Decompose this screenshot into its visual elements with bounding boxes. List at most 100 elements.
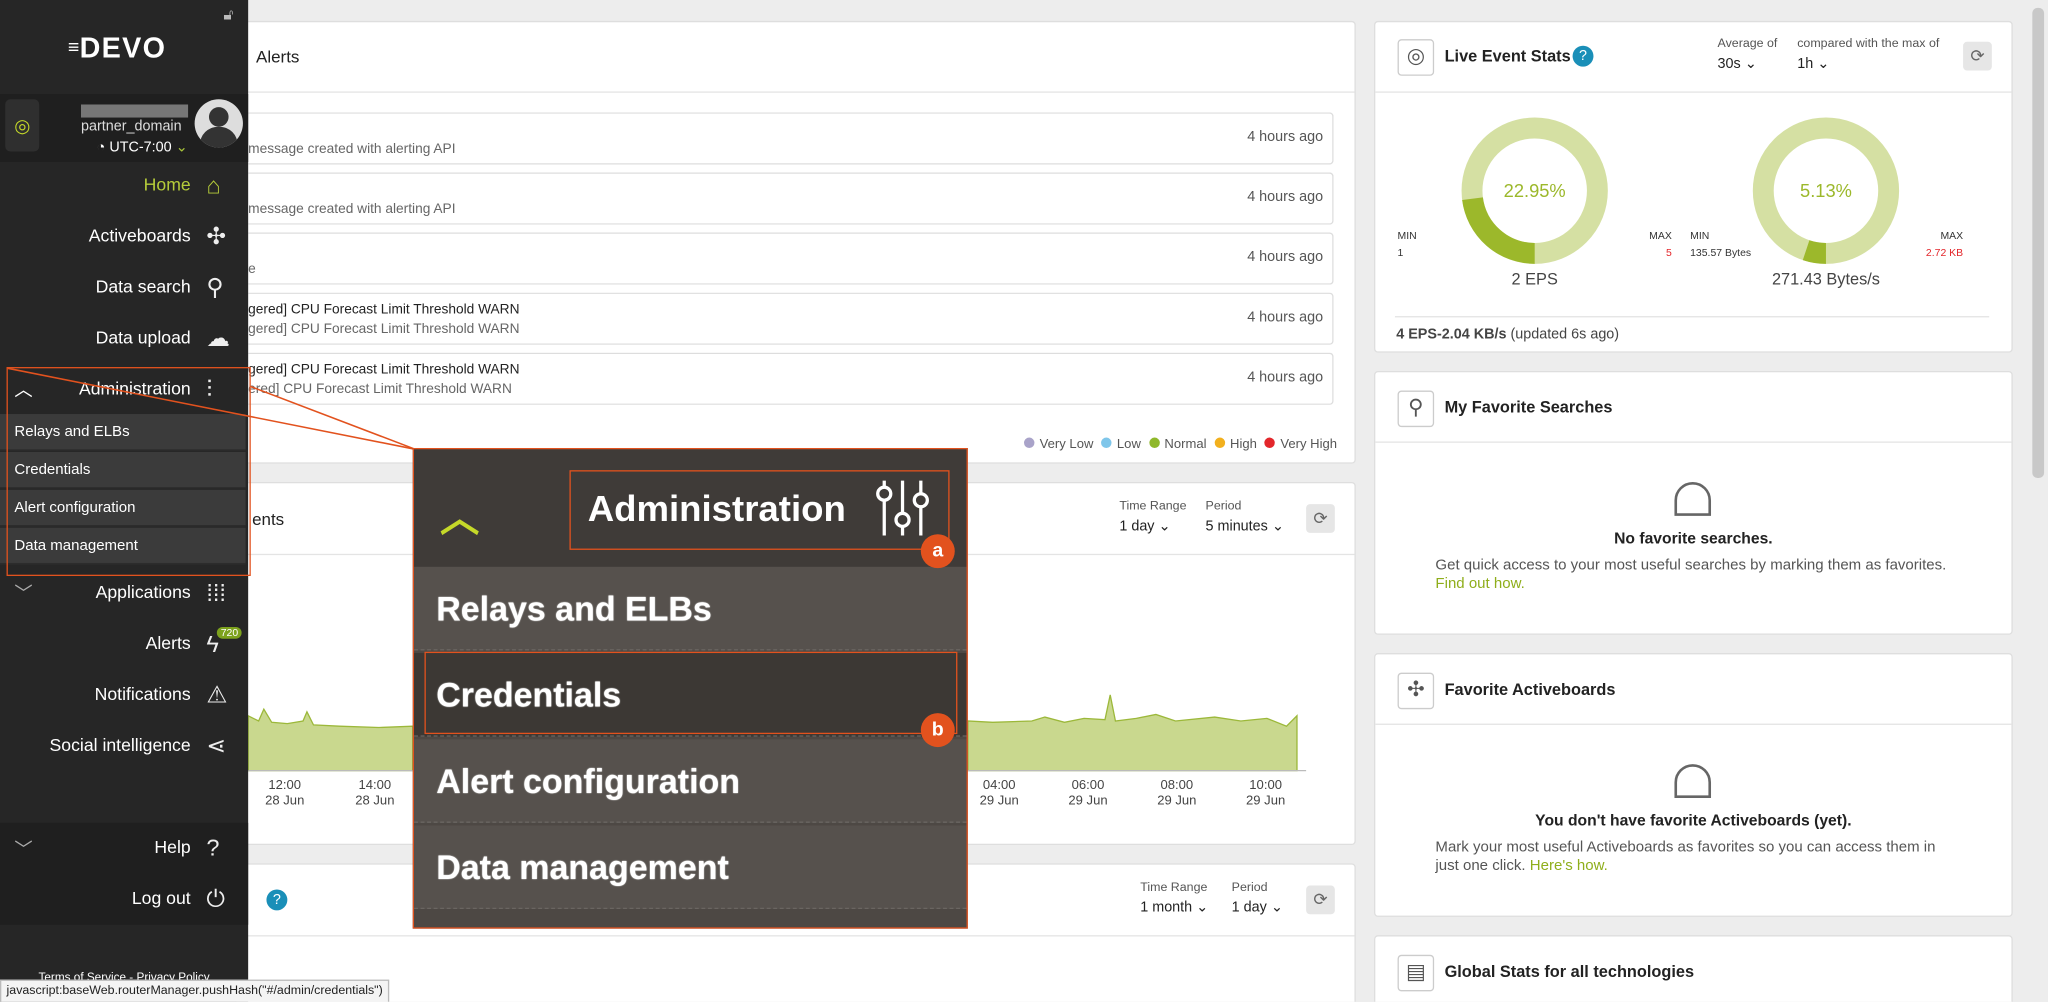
global-stats-panel: ▤ Global Stats for all technologies (1374, 935, 2013, 1002)
help-icon[interactable]: ? (1572, 45, 1594, 67)
average-select[interactable]: 30s ⌄ (1717, 56, 1757, 72)
nav-icon: ⌂ (206, 172, 221, 199)
alert-subtitle: gered] CPU Forecast Limit Threshold WARN (248, 321, 520, 337)
panel-title: Live Event Stats (1444, 47, 1571, 66)
x-tick-date: 28 Jun (355, 794, 395, 809)
zoom-menu-item[interactable]: Credentials (414, 653, 967, 737)
alert-item[interactable]: gered] CPU Forecast Limit Threshold WARN… (248, 292, 1334, 345)
zoom-callout: ︿ Administration Relays and ELBs Credenti… (412, 447, 968, 929)
summary: 4 EPS-2.04 KB/s (updated 6s ago) (1396, 327, 1619, 343)
empty-text: Get quick access to your most useful sea… (1435, 556, 1957, 593)
alert-subtitle: e (248, 261, 256, 277)
summary-strong: 4 EPS-2.04 KB/s (1396, 326, 1507, 343)
zoom-header (414, 449, 967, 567)
time-range-select[interactable]: 1 day ⌄ (1119, 518, 1171, 535)
nav-item[interactable]: Home (143, 175, 191, 195)
nav-icon: ϟ (206, 630, 219, 657)
time-range-label: Time Range (1119, 498, 1187, 514)
divider (236, 935, 1355, 937)
zoom-menu-item[interactable]: Data management (414, 825, 967, 910)
donut-percent: 22.95% (1503, 180, 1566, 202)
nav-item[interactable]: Social intelligence (49, 735, 191, 755)
avatar[interactable] (194, 99, 243, 148)
alert-item[interactable]: e 4 hours ago (248, 232, 1334, 285)
refresh-button[interactable]: ⟳ (1306, 885, 1335, 915)
scrollbar[interactable] (2032, 7, 2045, 479)
donut-percent: 5.13% (1800, 180, 1852, 202)
nav-icon: ⚠ (206, 681, 228, 708)
min-value: 135.57 Bytes (1690, 246, 1752, 259)
legend-entry: Normal (1148, 437, 1207, 452)
x-tick-time: 08:00 (1160, 778, 1194, 793)
find-out-link[interactable]: Find out how. (1435, 575, 1525, 592)
x-tick-time: 14:00 (358, 778, 392, 793)
period-select[interactable]: 5 minutes ⌄ (1205, 518, 1284, 535)
nav-icon: ⁞⁞⁞ (206, 579, 226, 607)
alert-title: gered] CPU Forecast Limit Threshold WARN (248, 301, 520, 318)
x-tick-date: 29 Jun (979, 794, 1019, 809)
help-icon[interactable]: ? (266, 889, 288, 911)
period-select[interactable]: 1 day ⌄ (1231, 899, 1283, 916)
status-bar: javascript:baseWeb.routerManager.pushHas… (0, 979, 390, 1002)
submenu-item[interactable]: Credentials (0, 451, 246, 489)
alert-time: 4 hours ago (1247, 129, 1324, 145)
legend-dot (1148, 437, 1160, 448)
nav-item[interactable]: Log out (131, 888, 191, 908)
nav-item[interactable]: Data upload (95, 327, 191, 348)
zoom-menu-item[interactable]: Alert configuration (414, 739, 967, 823)
expand-chevron[interactable]: ︿ (14, 378, 33, 400)
expand-chevron[interactable]: ﹀ (14, 582, 33, 604)
lock-icon[interactable]: 🔓︎ (223, 5, 234, 24)
compare-value: 1h (1797, 56, 1814, 72)
nav-item[interactable]: Administration (78, 378, 191, 399)
refresh-button[interactable]: ⟳ (1963, 41, 1992, 71)
period-label: Period (1231, 880, 1268, 895)
submenu-item[interactable]: Alert configuration (0, 489, 246, 527)
expand-chevron[interactable]: ﹀ (14, 838, 33, 860)
x-tick-time: 04:00 (982, 778, 1016, 793)
logo[interactable]: ≡ DEVO (67, 31, 167, 64)
zoom-menu-item[interactable]: Relays and ELBs (414, 566, 967, 651)
refresh-button[interactable]: ⟳ (1306, 504, 1335, 533)
time-range-select[interactable]: 1 month ⌄ (1140, 899, 1209, 916)
alert-item[interactable]: gered] CPU Forecast Limit Threshold WARN… (248, 352, 1334, 405)
panel-icon: ▤ (1397, 954, 1435, 992)
alert-time: 4 hours ago (1247, 189, 1324, 206)
alert-item[interactable]: message created with alerting API 4 hours… (248, 172, 1334, 225)
average-value: 30s (1717, 56, 1741, 72)
blurred-username (80, 104, 189, 118)
submenu-item[interactable]: Relays and ELBs (0, 414, 246, 451)
credentials-highlight (424, 651, 958, 735)
x-tick-date: 28 Jun (265, 794, 305, 809)
min-value: 1 (1397, 246, 1404, 259)
nav-item[interactable]: Notifications (94, 684, 191, 704)
severity-legend: Very Low Low Normal High Very High (1016, 437, 1337, 452)
time-range-value: 1 month (1140, 899, 1193, 916)
collapse-chevron[interactable]: ︿ (440, 497, 480, 541)
alert-item[interactable]: message created with alerting API 4 hours… (248, 112, 1334, 165)
x-tick-date: 29 Jun (1068, 794, 1108, 809)
nav-item[interactable]: Applications (95, 582, 191, 603)
nav-icon: ☁ (206, 325, 230, 352)
heres-how-link[interactable]: Here's how. (1529, 858, 1608, 874)
nav-item[interactable]: Help (154, 837, 191, 857)
domain-icon[interactable]: ◎ (5, 99, 40, 152)
submenu-item[interactable]: Data management (0, 527, 246, 565)
empty-title: No favorite searches. (1614, 528, 1773, 548)
compare-label: compared with the max of (1797, 36, 1940, 51)
timezone-select[interactable]: ◔ UTC-7:00 ⌄ (96, 139, 188, 156)
nav-item[interactable]: Data search (95, 276, 191, 297)
alert-time: 4 hours ago (1247, 369, 1324, 386)
nav-item[interactable]: Alerts (145, 633, 191, 654)
timezone: UTC-7:00 (109, 139, 172, 156)
panel-icon: ✣ (1397, 672, 1435, 710)
alert-subtitle: ered] CPU Forecast Limit Threshold WARN (248, 381, 512, 398)
domain-name: partner_domain (80, 118, 182, 135)
panel-title: Alerts (255, 47, 300, 67)
panel-title: ents (252, 509, 285, 529)
x-tick-time: 12:00 (268, 778, 302, 793)
compare-select[interactable]: 1h ⌄ (1797, 56, 1830, 72)
nav-item[interactable]: Activeboards (88, 225, 191, 246)
